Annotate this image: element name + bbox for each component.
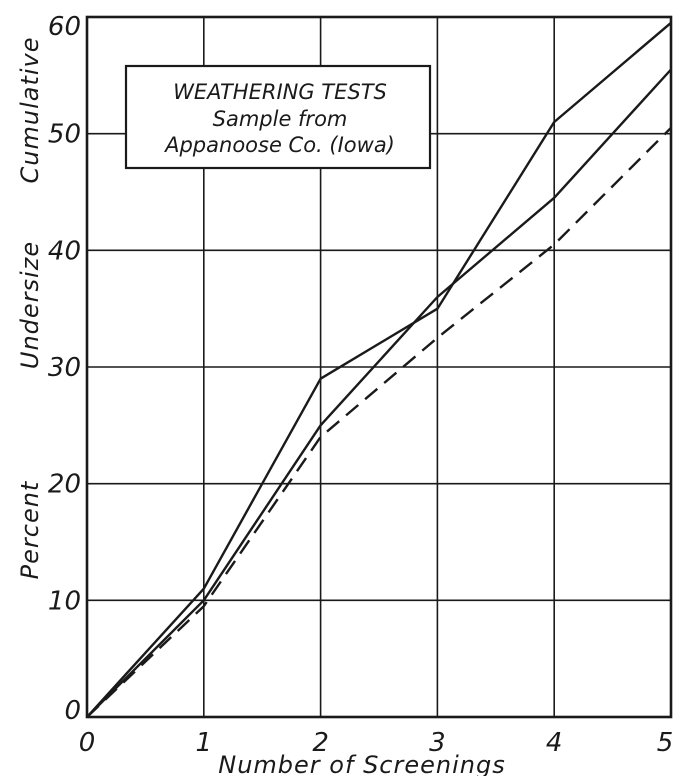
title-line: Appanoose Co. (Iowa) — [163, 133, 395, 157]
series-group — [86, 21, 672, 718]
y-tick-label: 30 — [48, 353, 81, 383]
y-axis-label-word: Percent — [16, 480, 44, 579]
y-tick-label: 40 — [48, 236, 81, 266]
series-line-2 — [86, 68, 672, 718]
y-tick-label: 10 — [48, 586, 81, 616]
title-line: Sample from — [213, 107, 348, 131]
x-tick-label: 5 — [657, 728, 674, 758]
plot-frame — [85, 15, 673, 719]
title-box-border — [124, 64, 432, 170]
y-axis-label-word: Cumulative — [16, 37, 44, 184]
x-tick-label: 4 — [546, 728, 563, 758]
x-tick-label: 0 — [79, 728, 96, 758]
y-tick-label: 60 — [48, 12, 81, 42]
x-tick-label: 2 — [312, 728, 329, 758]
y-tick-label: 50 — [48, 120, 81, 150]
x-tick-label: 3 — [429, 728, 446, 758]
y-tick-label: 0 — [64, 696, 81, 726]
axis-labels: Number of Screenings Percent Undersize Cumu… — [16, 37, 505, 776]
series-line-1 — [86, 21, 672, 718]
series-line-3 — [86, 126, 672, 718]
y-tick-label: 20 — [48, 470, 81, 500]
x-axis-label: Number of Screenings — [218, 751, 505, 776]
title-line: WEATHERING TESTS — [173, 80, 387, 104]
plot-border — [85, 15, 673, 719]
y-axis-label-word: Undersize — [16, 241, 44, 369]
x-tick-label: 1 — [196, 728, 213, 758]
